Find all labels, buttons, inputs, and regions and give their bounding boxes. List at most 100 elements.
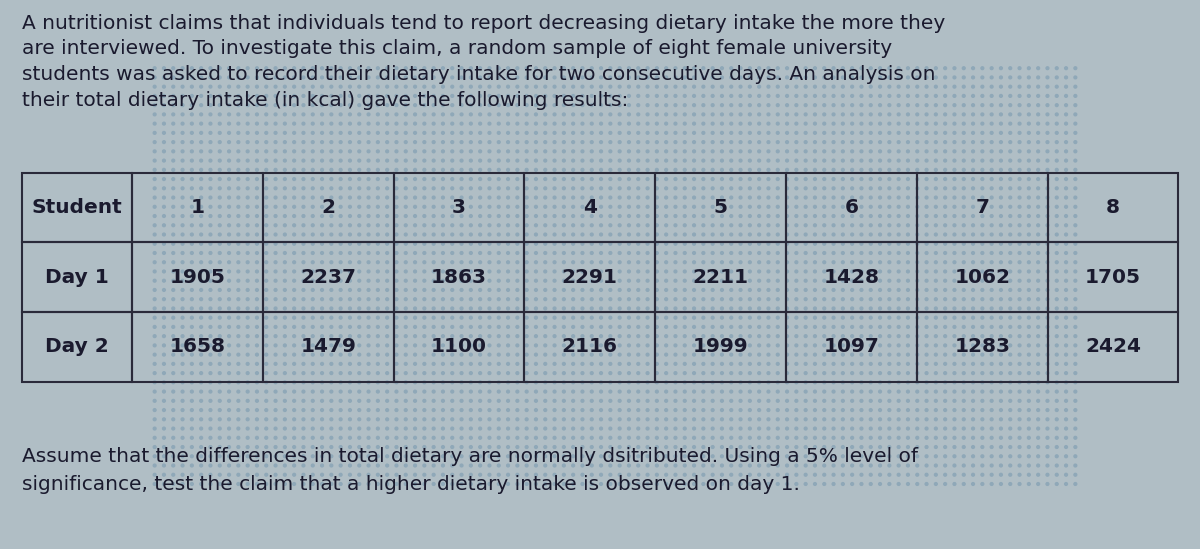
Circle shape [1000, 270, 1002, 273]
Circle shape [860, 298, 863, 300]
Circle shape [692, 279, 696, 282]
Circle shape [265, 427, 268, 430]
Circle shape [218, 224, 221, 227]
Circle shape [460, 446, 463, 449]
Circle shape [906, 205, 910, 208]
Circle shape [432, 353, 436, 356]
Circle shape [422, 205, 426, 208]
Circle shape [851, 455, 853, 458]
Circle shape [776, 251, 779, 254]
Circle shape [1018, 159, 1021, 162]
Circle shape [367, 242, 370, 245]
Circle shape [1000, 233, 1002, 236]
Circle shape [990, 344, 994, 347]
Circle shape [720, 279, 724, 282]
Circle shape [1055, 251, 1058, 254]
Circle shape [776, 483, 779, 485]
Circle shape [404, 427, 407, 430]
Circle shape [776, 353, 779, 356]
Circle shape [302, 279, 305, 282]
Circle shape [674, 270, 677, 273]
Circle shape [916, 104, 919, 107]
Circle shape [794, 464, 798, 467]
Circle shape [302, 169, 305, 171]
Circle shape [1027, 196, 1031, 199]
Circle shape [953, 418, 956, 421]
Circle shape [814, 344, 816, 347]
Circle shape [506, 122, 510, 125]
Circle shape [191, 141, 193, 143]
Circle shape [228, 76, 230, 79]
Circle shape [553, 233, 556, 236]
Circle shape [274, 418, 277, 421]
Circle shape [906, 141, 910, 143]
Circle shape [1000, 279, 1002, 282]
Circle shape [469, 316, 473, 319]
Circle shape [191, 196, 193, 199]
Circle shape [488, 94, 491, 97]
Circle shape [191, 67, 193, 70]
Circle shape [683, 418, 686, 421]
Circle shape [256, 187, 258, 190]
Circle shape [581, 224, 584, 227]
Circle shape [544, 270, 547, 273]
Circle shape [348, 408, 352, 411]
Circle shape [980, 113, 984, 116]
Circle shape [432, 362, 436, 365]
Circle shape [712, 131, 714, 135]
Circle shape [953, 455, 956, 458]
Circle shape [869, 390, 872, 393]
Circle shape [228, 381, 230, 384]
Circle shape [720, 446, 724, 449]
Circle shape [506, 353, 510, 356]
Circle shape [898, 233, 900, 236]
Circle shape [1055, 67, 1058, 70]
Circle shape [571, 353, 575, 356]
Circle shape [823, 131, 826, 135]
Circle shape [358, 408, 361, 411]
Circle shape [488, 205, 491, 208]
Circle shape [1018, 344, 1021, 347]
Circle shape [274, 233, 277, 236]
Circle shape [348, 85, 352, 88]
Circle shape [786, 436, 788, 439]
Circle shape [1000, 178, 1002, 181]
Circle shape [935, 131, 937, 135]
Circle shape [432, 178, 436, 181]
Circle shape [236, 289, 240, 292]
Circle shape [154, 289, 156, 292]
Circle shape [302, 381, 305, 384]
Circle shape [878, 67, 882, 70]
Circle shape [246, 159, 250, 162]
Circle shape [712, 446, 714, 449]
Circle shape [479, 242, 481, 245]
Circle shape [330, 242, 332, 245]
Circle shape [618, 104, 622, 107]
Circle shape [311, 178, 314, 181]
Circle shape [1064, 159, 1068, 162]
Circle shape [228, 131, 230, 135]
Circle shape [841, 270, 845, 273]
Circle shape [823, 113, 826, 116]
Circle shape [422, 279, 426, 282]
Circle shape [293, 307, 295, 310]
Circle shape [916, 169, 919, 171]
Circle shape [162, 307, 166, 310]
Circle shape [637, 390, 640, 393]
Circle shape [804, 316, 808, 319]
Circle shape [878, 215, 882, 217]
Circle shape [712, 289, 714, 292]
Circle shape [442, 464, 444, 467]
Circle shape [878, 436, 882, 439]
Circle shape [516, 418, 518, 421]
Circle shape [553, 390, 556, 393]
Circle shape [600, 372, 602, 374]
Circle shape [608, 362, 612, 365]
Circle shape [878, 298, 882, 300]
Circle shape [739, 307, 742, 310]
Circle shape [962, 372, 965, 374]
Circle shape [414, 169, 416, 171]
Circle shape [841, 381, 845, 384]
Circle shape [906, 233, 910, 236]
Circle shape [749, 196, 751, 199]
